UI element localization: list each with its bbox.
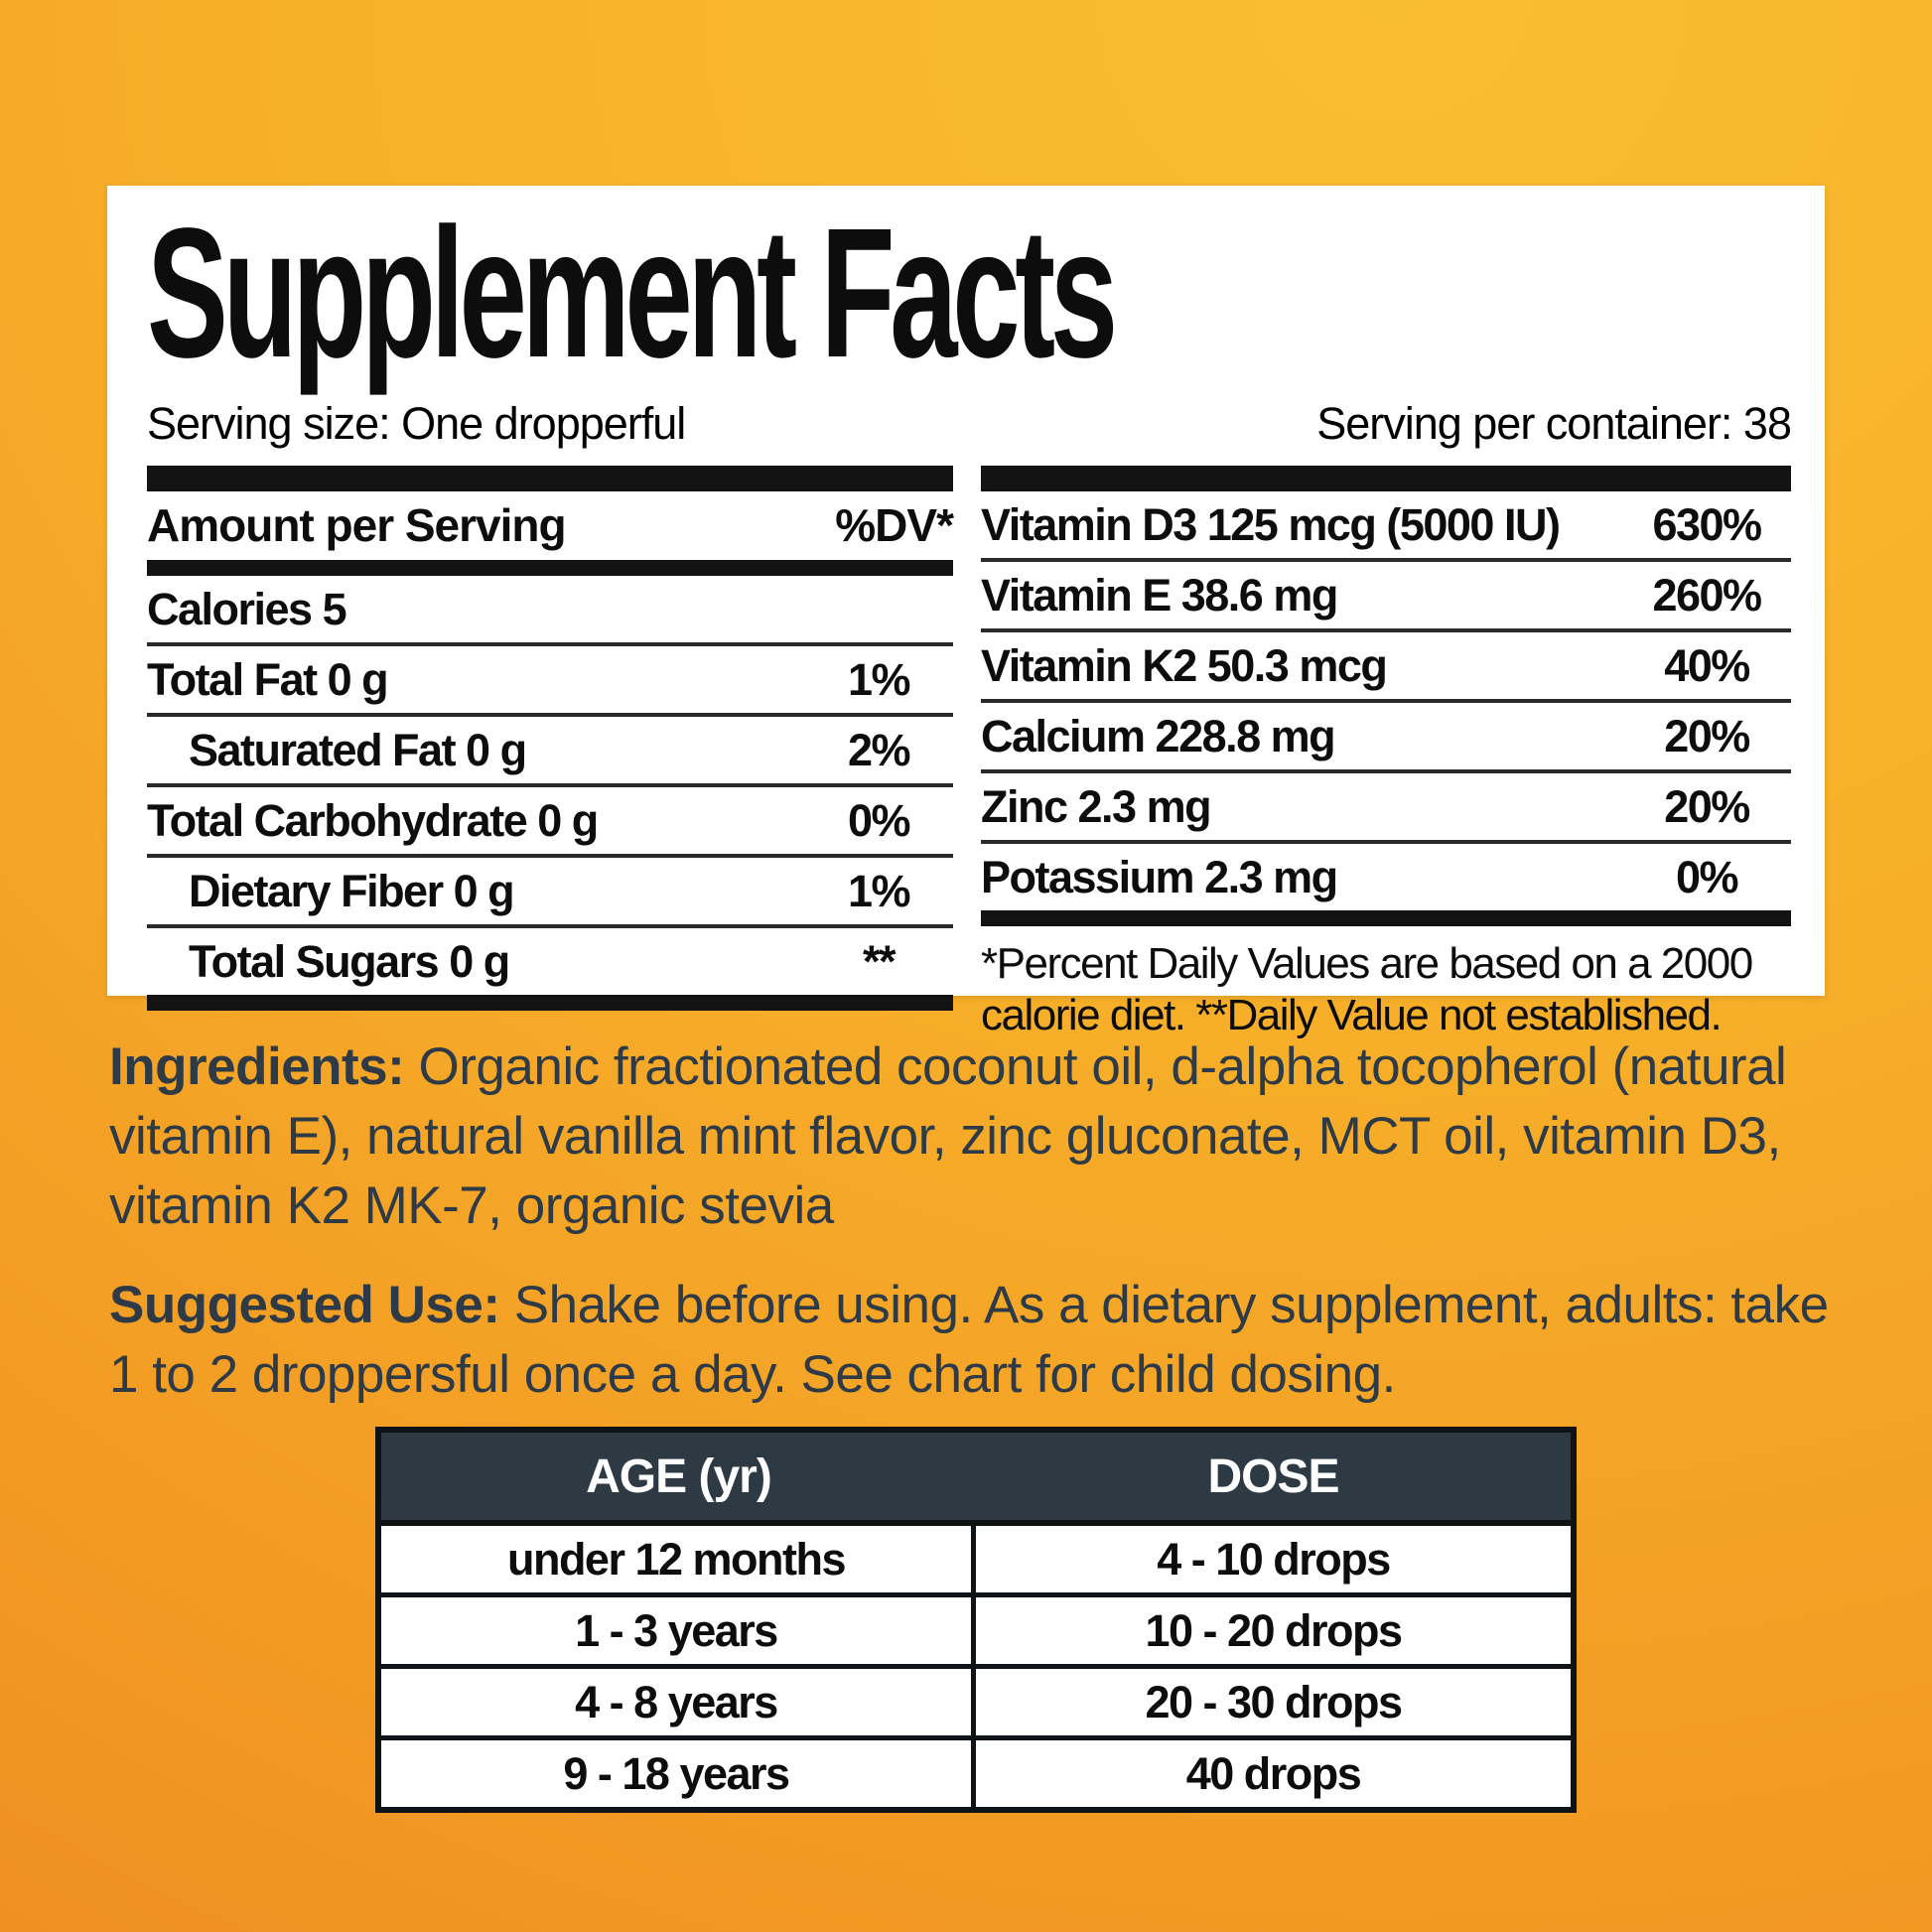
thick-rule <box>981 466 1791 491</box>
nutrient-label: Vitamin K2 50.3 mcg <box>981 640 1388 691</box>
child-dosing-table: AGE (yr) DOSE under 12 months 4 - 10 dro… <box>375 1427 1577 1813</box>
dv-header-label: %DV* <box>835 499 954 551</box>
nutrient-dv-value: 1% <box>847 866 911 916</box>
nutrient-label: Vitamin E 38.6 mg <box>981 570 1338 621</box>
table-row: Total Carbohydrate 0 g 0% <box>147 787 953 858</box>
suggested-use-paragraph: Suggested Use: Shake before using. As a … <box>109 1271 1833 1410</box>
dose-table-header-cell: DOSE <box>1207 1450 1339 1503</box>
amount-header-label: Amount per Serving <box>147 499 567 551</box>
nutrient-label: Zinc 2.3 mg <box>981 781 1212 832</box>
dose-table-header-row: AGE (yr) DOSE <box>381 1433 1571 1526</box>
nutrient-label: Dietary Fiber 0 g <box>189 866 515 916</box>
age-cell: 1 - 3 years <box>381 1597 976 1664</box>
thick-rule <box>147 466 953 491</box>
suggested-use-label: Suggested Use: <box>109 1276 500 1334</box>
age-cell: under 12 months <box>381 1526 976 1592</box>
table-row: Calories 5 <box>147 576 953 646</box>
suggested-use-text: Shake before using. As a dietary supplem… <box>109 1276 1829 1404</box>
dose-cell: 10 - 20 drops <box>1145 1605 1403 1656</box>
nutrient-dv-value: 0% <box>1675 852 1739 902</box>
table-row: Total Sugars 0 g ** <box>147 928 953 995</box>
supplement-facts-panel: Supplement Facts Serving size: One dropp… <box>107 186 1825 1039</box>
bottom-rule <box>147 995 953 1011</box>
serving-size-text: Serving size: One dropperful <box>147 398 686 449</box>
nutrient-label: Total Carbohydrate 0 g <box>147 795 599 846</box>
ingredients-text: Organic fractionated coconut oil, d-alph… <box>109 1037 1787 1235</box>
table-row: Potassium 2.3 mg 0% <box>981 844 1791 910</box>
left-nutrient-rows: Calories 5 Total Fat 0 g 1% Saturated Fa… <box>147 576 953 995</box>
panel-title: Supplement Facts <box>147 191 1118 396</box>
dose-cell: 40 drops <box>1185 1748 1362 1799</box>
facts-columns: Amount per Serving %DV* Calories 5 Total… <box>147 466 1791 1041</box>
table-row: Vitamin E 38.6 mg 260% <box>981 562 1791 632</box>
nutrient-label: Total Fat 0 g <box>147 654 389 705</box>
nutrient-dv-value: 1% <box>847 654 911 705</box>
table-row: Vitamin D3 125 mcg (5000 IU) 630% <box>981 491 1791 562</box>
table-row: 9 - 18 years 40 drops <box>381 1740 1571 1807</box>
table-row: under 12 months 4 - 10 drops <box>381 1526 1571 1597</box>
table-row: Saturated Fat 0 g 2% <box>147 717 953 787</box>
nutrient-dv-value: 2% <box>847 725 911 775</box>
dose-cell: 4 - 10 drops <box>1157 1534 1391 1585</box>
servings-per-container-text: Serving per container: 38 <box>1316 398 1792 449</box>
table-row: Total Fat 0 g 1% <box>147 646 953 717</box>
table-row: Dietary Fiber 0 g 1% <box>147 858 953 928</box>
table-row: Zinc 2.3 mg 20% <box>981 773 1791 844</box>
dose-cell: 20 - 30 drops <box>1145 1677 1403 1727</box>
mid-rule <box>981 910 1791 926</box>
table-row: Vitamin K2 50.3 mcg 40% <box>981 632 1791 703</box>
table-row: 4 - 8 years 20 - 30 drops <box>381 1669 1571 1740</box>
nutrient-dv-value: ** <box>862 936 897 987</box>
nutrient-dv-value: 260% <box>1652 570 1762 621</box>
nutrient-label: Calcium 228.8 mg <box>981 711 1336 761</box>
nutrient-dv-value: 20% <box>1664 781 1750 832</box>
table-row: Calcium 228.8 mg 20% <box>981 703 1791 773</box>
nutrient-label: Vitamin D3 125 mcg (5000 IU) <box>981 499 1561 550</box>
nutrient-label: Calories 5 <box>147 584 347 634</box>
nutrient-dv-value: 40% <box>1664 640 1750 691</box>
mid-rule <box>147 560 953 576</box>
nutrient-dv-value: 20% <box>1664 711 1750 761</box>
nutrient-dv-value: 0% <box>847 795 911 846</box>
ingredients-paragraph: Ingredients: Organic fractionated coconu… <box>109 1033 1833 1241</box>
nutrient-label: Potassium 2.3 mg <box>981 852 1338 902</box>
dose-table-body: under 12 months 4 - 10 drops 1 - 3 years… <box>381 1526 1571 1807</box>
nutrition-column-right: Vitamin D3 125 mcg (5000 IU) 630% Vitami… <box>981 466 1791 1041</box>
age-cell: 9 - 18 years <box>381 1740 976 1807</box>
amount-per-serving-header: Amount per Serving %DV* <box>147 491 954 560</box>
serving-info-row: Serving size: One dropperful Serving per… <box>147 398 1792 450</box>
nutrient-label: Total Sugars 0 g <box>189 936 510 987</box>
nutrition-column-left: Amount per Serving %DV* Calories 5 Total… <box>147 466 954 1041</box>
nutrient-label: Saturated Fat 0 g <box>189 725 527 775</box>
age-cell: 4 - 8 years <box>381 1669 976 1735</box>
daily-value-footnote: *Percent Daily Values are based on a 200… <box>981 939 1753 1039</box>
nutrient-dv-value: 630% <box>1652 499 1762 550</box>
ingredients-label: Ingredients: <box>109 1037 405 1096</box>
dose-table-header-cell: AGE (yr) <box>586 1450 772 1503</box>
table-row: 1 - 3 years 10 - 20 drops <box>381 1597 1571 1669</box>
right-nutrient-rows: Vitamin D3 125 mcg (5000 IU) 630% Vitami… <box>981 491 1791 910</box>
